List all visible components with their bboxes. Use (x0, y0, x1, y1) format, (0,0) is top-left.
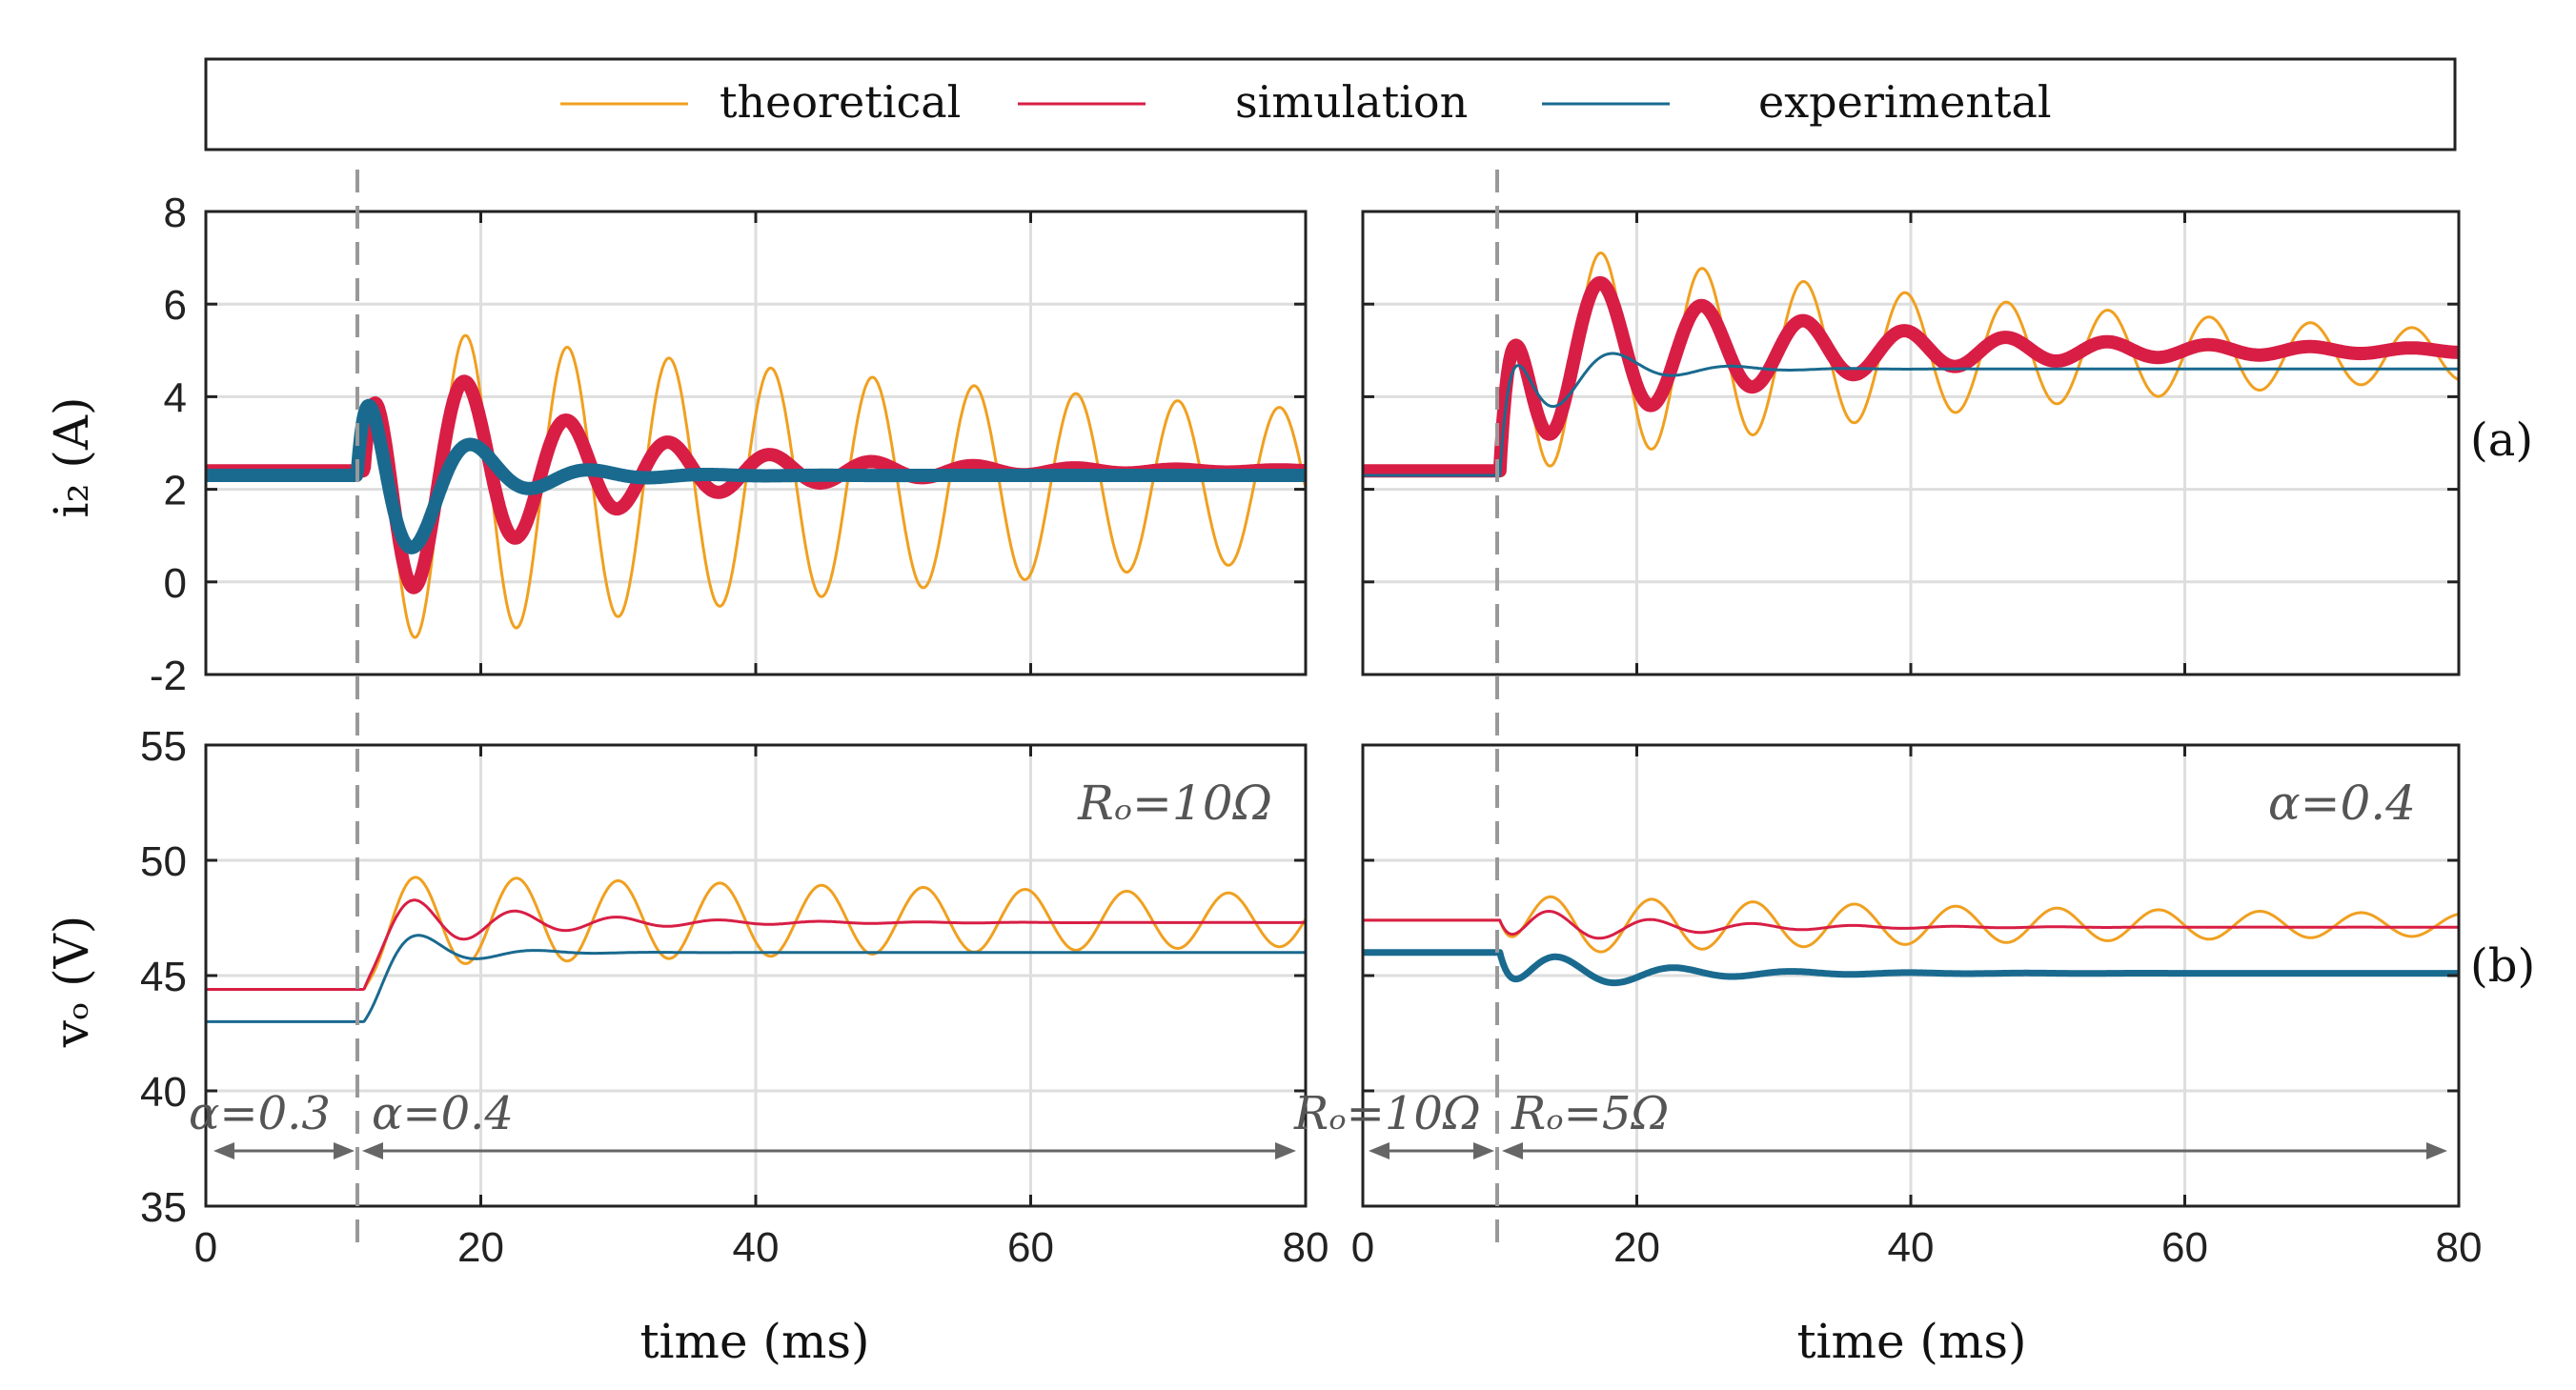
x-tick-label: 60 (2161, 1224, 2208, 1271)
y-tick-label: 4 (164, 374, 187, 421)
x-axis-label-right: time (ms) (1796, 1314, 2026, 1369)
y-tick-label: 2 (164, 468, 187, 514)
x-tick-label: 80 (1283, 1224, 1329, 1271)
legend: theoretical simulation experimental (204, 57, 2457, 151)
series-line-experimental (1363, 352, 2459, 477)
x-tick-label: 40 (733, 1224, 780, 1271)
x-tick-label: 20 (1613, 1224, 1660, 1271)
panel-bottom-right: 0 20 40 60 80 (1351, 743, 2483, 1271)
x-tick-label: 60 (1007, 1224, 1054, 1271)
panel-tag-b: (b) (2470, 939, 2535, 993)
panel-top-left: -2 0 2 4 6 8 (150, 190, 1308, 699)
y-tick-label: -2 (150, 653, 187, 699)
y-tick-label: 40 (140, 1069, 187, 1116)
interval-arrows-right (1369, 1142, 2447, 1159)
series-line-simulation (1363, 275, 2459, 478)
legend-label-experimental: experimental (1758, 76, 2052, 128)
y-tick-label: 45 (140, 954, 187, 1000)
interval-label-alpha-before: α=0.3 (189, 1087, 331, 1140)
series-line-experimental (206, 398, 1306, 554)
x-tick-label: 40 (1888, 1224, 1935, 1271)
y-tick-label: 50 (140, 838, 187, 885)
y-tick-label: 35 (140, 1184, 187, 1231)
x-tick-label: 80 (2436, 1224, 2483, 1271)
y-tick-label: 6 (164, 282, 187, 329)
interval-arrows-left (213, 1142, 1296, 1159)
y-tick-label: 0 (164, 560, 187, 607)
interval-label-load-before: Rₒ=10Ω (1293, 1087, 1481, 1140)
x-tick-label: 0 (194, 1224, 217, 1271)
series-line-experimental (206, 934, 1306, 1023)
x-axis-label-left: time (ms) (639, 1314, 869, 1369)
panel-bottom-left: 0 20 40 60 80 35 40 45 50 55 (140, 723, 1329, 1271)
x-tick-label: 20 (457, 1224, 504, 1271)
series-line-theoretical (1363, 252, 2459, 473)
interval-label-load-after: Rₒ=5Ω (1511, 1087, 1669, 1140)
series-line-theoretical (1363, 895, 2459, 954)
x-tick-label: 0 (1351, 1224, 1374, 1271)
series-line-simulation (206, 898, 1306, 991)
panel-tag-a: (a) (2470, 413, 2533, 467)
interval-label-alpha-after: α=0.4 (372, 1087, 514, 1140)
legend-label-simulation: simulation (1235, 76, 1468, 128)
y-axis-label-top: i₂ (A) (44, 396, 99, 517)
series-line-experimental (1363, 949, 2459, 987)
y-axis-label-bottom: vₒ (V) (44, 916, 99, 1049)
y-tick-label: 55 (140, 723, 187, 770)
series-line-simulation (1363, 910, 2459, 940)
y-tick-label: 8 (164, 190, 187, 236)
panel-top-right (1361, 210, 2461, 676)
legend-label-theoretical: theoretical (720, 76, 961, 128)
annotation-alpha-right: α=0.4 (2268, 776, 2416, 831)
annotation-load-left: Rₒ=10Ω (1077, 776, 1272, 831)
